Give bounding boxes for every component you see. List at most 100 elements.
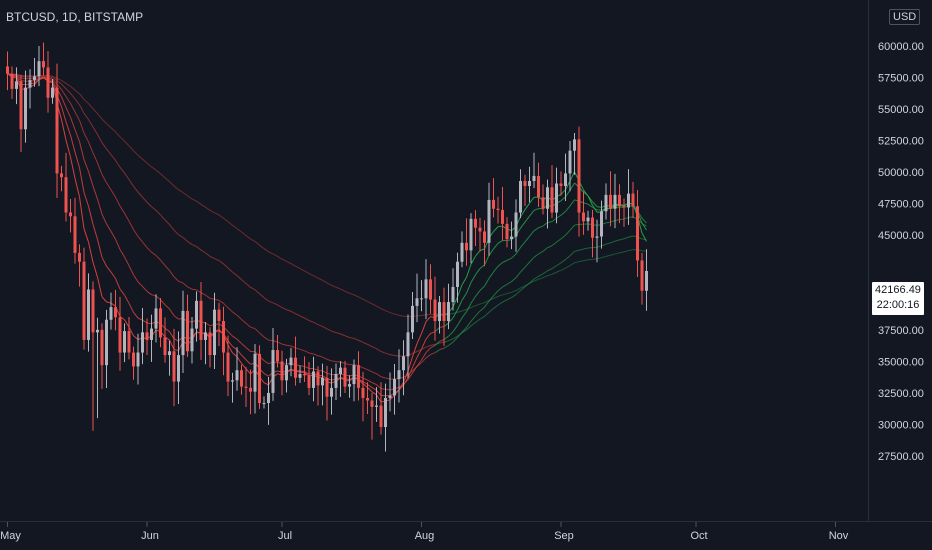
candle[interactable] (514, 199, 518, 252)
candle[interactable] (357, 351, 360, 401)
candlesticks[interactable] (6, 42, 648, 452)
candle[interactable] (460, 231, 464, 268)
candle[interactable] (33, 57, 36, 87)
candle[interactable] (235, 347, 239, 391)
candle[interactable] (537, 162, 540, 207)
candle[interactable] (195, 291, 198, 342)
candle[interactable] (501, 186, 504, 241)
candle[interactable] (568, 141, 572, 192)
candle[interactable] (550, 165, 554, 219)
candle[interactable] (231, 372, 234, 403)
candle[interactable] (73, 197, 77, 264)
currency-button[interactable]: USD (889, 9, 921, 25)
candle[interactable] (645, 249, 648, 311)
candle[interactable] (438, 296, 441, 334)
candle[interactable] (487, 182, 491, 256)
candle[interactable] (316, 366, 320, 406)
candle[interactable] (573, 133, 576, 175)
candle[interactable] (303, 356, 306, 383)
candle[interactable] (168, 340, 171, 376)
candle[interactable] (55, 63, 59, 199)
candle[interactable] (366, 382, 369, 415)
candle[interactable] (429, 264, 432, 314)
candle[interactable] (177, 331, 180, 404)
candle[interactable] (181, 290, 185, 374)
candle[interactable] (186, 294, 189, 357)
candle[interactable] (100, 323, 104, 389)
candle[interactable] (541, 184, 545, 215)
candle[interactable] (42, 42, 45, 76)
candle[interactable] (442, 287, 446, 347)
candle[interactable] (114, 289, 117, 331)
time-axis[interactable]: May Jun Jul Aug Sep Oct Nov (0, 522, 849, 542)
candle[interactable] (433, 276, 437, 341)
candle[interactable] (199, 281, 203, 360)
candle[interactable] (69, 199, 72, 233)
candle[interactable] (159, 298, 162, 348)
candle[interactable] (528, 166, 531, 203)
candle[interactable] (289, 347, 293, 377)
candle[interactable] (64, 152, 68, 222)
candle[interactable] (627, 169, 630, 225)
candle[interactable] (249, 369, 252, 415)
candle[interactable] (348, 375, 351, 398)
candle[interactable] (123, 323, 126, 363)
candle[interactable] (91, 281, 95, 431)
candle[interactable] (37, 46, 41, 87)
candle[interactable] (325, 365, 329, 421)
candle[interactable] (82, 247, 86, 350)
candle[interactable] (204, 321, 207, 365)
candle[interactable] (24, 70, 27, 143)
candle[interactable] (555, 167, 558, 224)
candle[interactable] (213, 292, 216, 370)
candle[interactable] (609, 171, 612, 227)
candle[interactable] (469, 213, 473, 264)
candle[interactable] (19, 74, 23, 153)
candle[interactable] (591, 209, 594, 258)
candle[interactable] (478, 217, 482, 252)
candle[interactable] (600, 200, 603, 249)
candle[interactable] (492, 178, 495, 218)
candle[interactable] (447, 283, 450, 330)
candle[interactable] (60, 165, 63, 192)
candle[interactable] (132, 346, 135, 380)
candle[interactable] (226, 335, 230, 397)
candle[interactable] (150, 314, 153, 362)
candle[interactable] (451, 268, 455, 311)
candle[interactable] (118, 296, 122, 371)
candle[interactable] (424, 259, 428, 320)
candle[interactable] (496, 196, 500, 224)
candle[interactable] (505, 217, 509, 248)
candle[interactable] (334, 363, 338, 401)
candle[interactable] (307, 362, 311, 396)
candle[interactable] (595, 219, 599, 263)
candle[interactable] (343, 360, 347, 394)
candle[interactable] (163, 317, 167, 363)
candle[interactable] (271, 327, 275, 401)
candle[interactable] (15, 67, 18, 105)
candle[interactable] (154, 294, 158, 343)
candle[interactable] (127, 316, 131, 360)
candle[interactable] (28, 69, 32, 109)
candle[interactable] (415, 273, 419, 323)
candle[interactable] (370, 393, 374, 440)
candle[interactable] (388, 372, 392, 412)
candle[interactable] (51, 79, 54, 104)
candle[interactable] (105, 309, 108, 389)
candle[interactable] (420, 280, 423, 312)
candle[interactable] (312, 356, 315, 402)
candle[interactable] (640, 252, 644, 305)
candle[interactable] (510, 221, 513, 250)
candle[interactable] (262, 396, 266, 409)
candle[interactable] (636, 189, 639, 277)
candle[interactable] (613, 173, 617, 229)
candle[interactable] (258, 345, 261, 409)
candle[interactable] (10, 66, 14, 99)
candle[interactable] (217, 302, 221, 347)
candle[interactable] (280, 350, 284, 396)
candle[interactable] (87, 273, 90, 352)
candle[interactable] (285, 358, 288, 393)
candle[interactable] (321, 363, 324, 406)
candle[interactable] (393, 363, 396, 415)
